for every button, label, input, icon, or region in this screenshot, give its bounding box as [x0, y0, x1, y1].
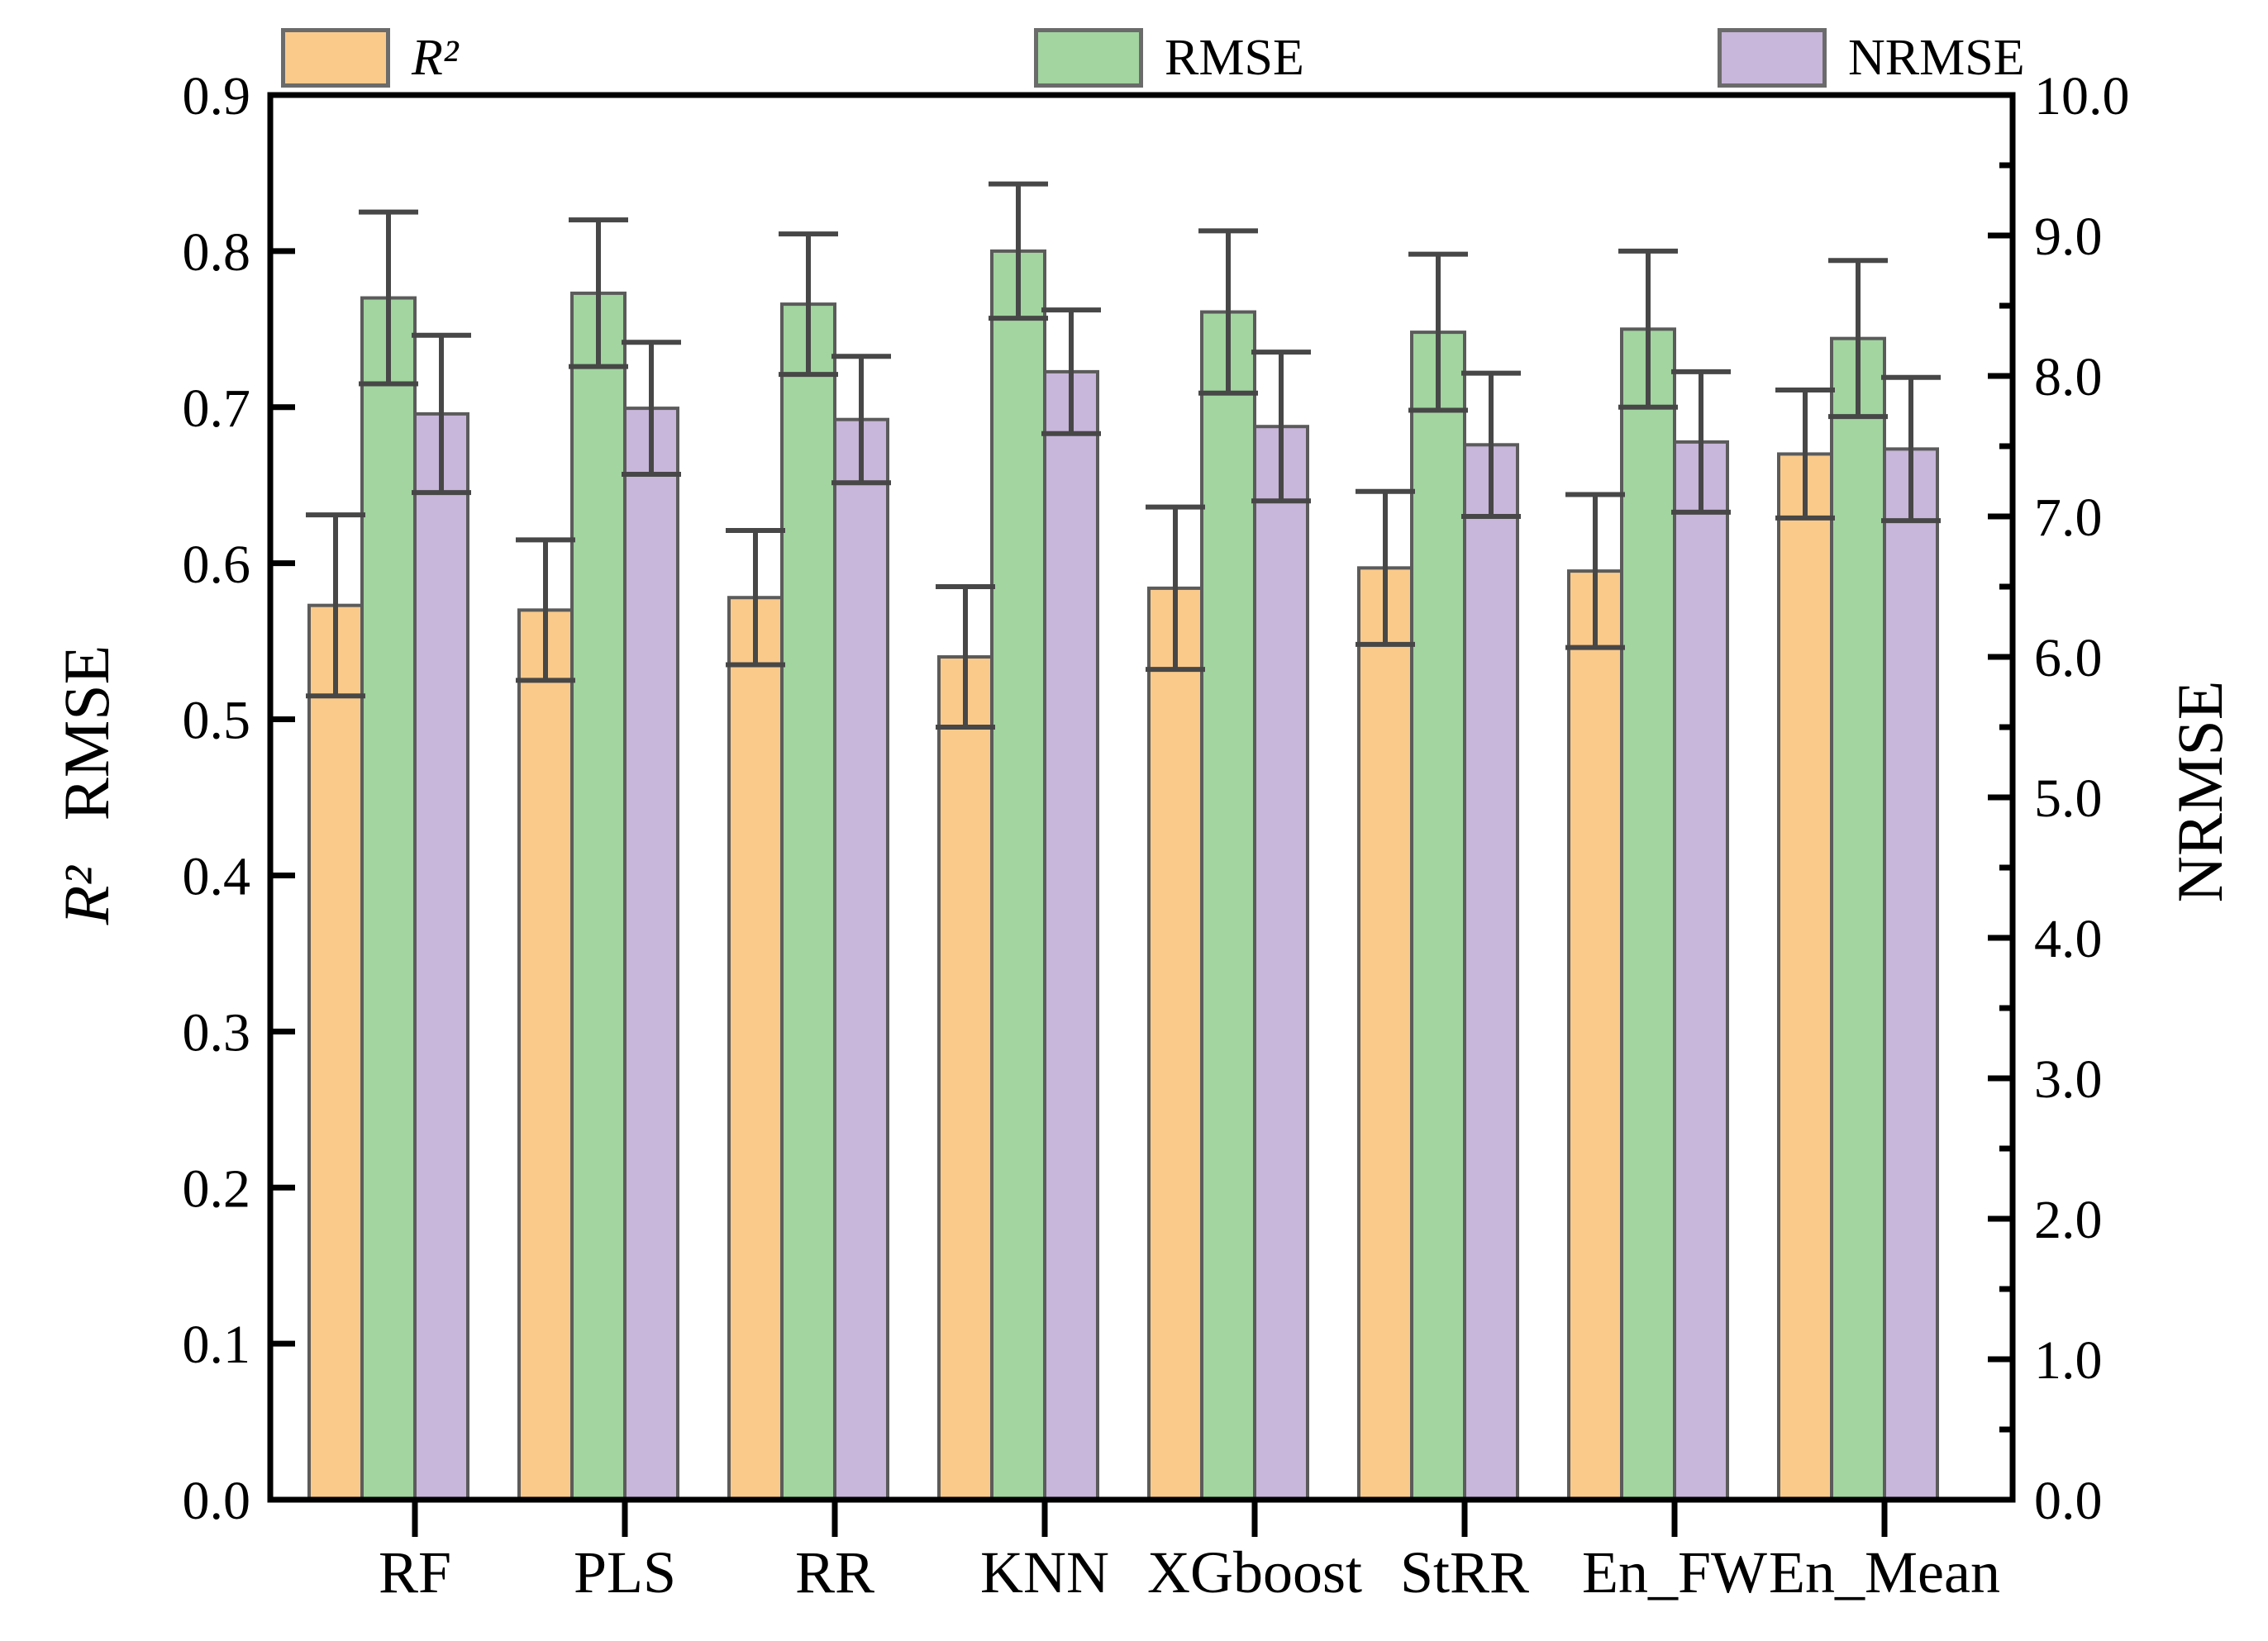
x-tick-label: XGboost	[1147, 1539, 1362, 1605]
bar-r²-En_FW	[1567, 569, 1623, 1501]
right-tick-label: 7.0	[2034, 488, 2103, 548]
right-axis-title-text: NRMSE	[2164, 680, 2236, 903]
bar-nrmse-XGboost	[1253, 425, 1309, 1502]
left-tick-label: 0.3	[183, 1002, 251, 1063]
bar-nrmse-En_Mean	[1883, 447, 1939, 1501]
bar-r²-KNN	[937, 655, 993, 1501]
bars-layer	[307, 249, 1939, 1502]
left-tick-label: 0.4	[183, 847, 251, 907]
left-tick-label: 0.7	[183, 378, 251, 439]
bar-rmse-En_Mean	[1830, 336, 1886, 1502]
bar-rmse-KNN	[990, 249, 1046, 1501]
legend-item-nrmse: NRMSE	[1718, 23, 2025, 93]
right-axis: 0.0 1.0 2.0 3.0 4.0 5.0 6.0 7.0 8.0 9.0 10.0	[1988, 66, 2130, 1531]
x-tick-label: RR	[795, 1539, 874, 1605]
legend-item-r2: R²	[281, 23, 458, 93]
right-tick-label: 10.0	[2034, 66, 2130, 126]
x-axis: RF PLS RR KNN XGboost StRR En_FW En_Mean	[379, 1500, 2000, 1605]
x-tick-label: En_Mean	[1769, 1539, 2000, 1605]
bar-r²-RR	[727, 596, 784, 1502]
legend-swatch-rmse	[1034, 28, 1143, 88]
error-bars-layer	[306, 181, 1941, 730]
left-axis-title-math: R²	[50, 866, 122, 925]
bar-rmse-En_FW	[1620, 327, 1676, 1501]
left-tick-label: 0.6	[183, 535, 251, 595]
bar-rmse-StRR	[1410, 331, 1466, 1502]
legend-swatch-r2	[281, 28, 390, 88]
right-tick-label: 3.0	[2034, 1049, 2103, 1110]
left-tick-label: 0.2	[183, 1158, 251, 1219]
right-tick-label: 8.0	[2034, 347, 2103, 407]
left-tick-label: 0.5	[183, 691, 251, 751]
bar-r²-RF	[307, 603, 364, 1502]
bar-nrmse-KNN	[1043, 369, 1099, 1501]
right-tick-label: 0.0	[2034, 1471, 2103, 1531]
left-tick-label: 0.1	[183, 1315, 251, 1375]
legend-label-r2: R²	[412, 30, 459, 86]
right-tick-label: 2.0	[2034, 1190, 2103, 1250]
x-tick-label: KNN	[980, 1539, 1109, 1605]
right-tick-label: 4.0	[2034, 909, 2103, 969]
legend-label-nrmse: NRMSE	[1848, 30, 2025, 86]
bar-r²-En_Mean	[1777, 452, 1833, 1501]
left-tick-label: 0.8	[183, 222, 251, 283]
bar-rmse-XGboost	[1200, 310, 1256, 1501]
right-tick-label: 6.0	[2034, 628, 2103, 688]
bar-r²-XGboost	[1147, 586, 1203, 1501]
bar-nrmse-En_FW	[1673, 440, 1729, 1501]
right-tick-label: 9.0	[2034, 207, 2103, 267]
left-axis-title: R² RMSE	[50, 645, 122, 925]
bar-nrmse-StRR	[1463, 443, 1519, 1501]
x-tick-label: En_FW	[1582, 1539, 1767, 1605]
legend-swatch-nrmse	[1718, 28, 1827, 88]
left-tick-label: 0.0	[183, 1471, 251, 1531]
bar-r²-StRR	[1357, 566, 1413, 1501]
legend-label-rmse: RMSE	[1165, 30, 1304, 86]
bar-rmse-PLS	[570, 291, 627, 1501]
right-tick-label: 1.0	[2034, 1330, 2103, 1391]
right-axis-title: NRMSE	[2164, 681, 2236, 903]
left-axis: 0.0 0.1 0.2 0.3 0.4 0.5 0.6 0.7 0.8 0.9	[183, 66, 295, 1531]
left-tick-label: 0.9	[183, 66, 251, 126]
legend-item-rmse: RMSE	[1034, 23, 1304, 93]
bar-r²-PLS	[517, 608, 574, 1501]
bar-nrmse-PLS	[623, 407, 679, 1502]
bar-nrmse-RR	[833, 417, 889, 1502]
bar-rmse-RR	[780, 302, 836, 1502]
x-tick-label: StRR	[1400, 1539, 1529, 1605]
x-tick-label: PLS	[574, 1539, 676, 1605]
x-tick-label: RF	[379, 1539, 451, 1605]
bar-rmse-RF	[360, 296, 417, 1501]
right-tick-label: 5.0	[2034, 768, 2103, 829]
left-axis-title-text: RMSE	[50, 645, 122, 821]
bar-nrmse-RF	[413, 411, 469, 1501]
